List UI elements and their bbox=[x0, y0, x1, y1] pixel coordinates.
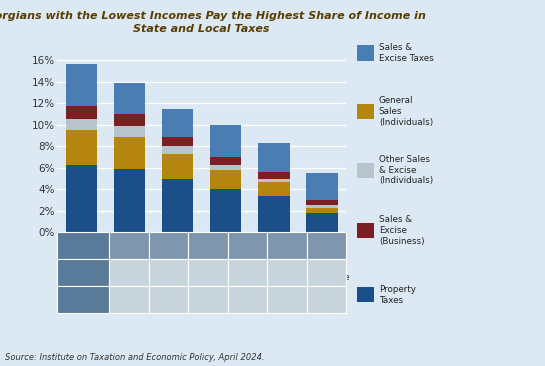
Bar bbox=[65, 165, 97, 232]
Bar bbox=[162, 179, 193, 232]
Text: Sales &
Excise
(Business): Sales & Excise (Business) bbox=[379, 215, 425, 246]
Text: $69,500 -
$130,000: $69,500 - $130,000 bbox=[227, 263, 268, 282]
Text: Below
$21,400: Below $21,400 bbox=[111, 263, 147, 282]
Bar bbox=[114, 114, 145, 126]
Bar bbox=[306, 213, 338, 232]
Text: Fourth
20%: Fourth 20% bbox=[231, 236, 263, 255]
Bar bbox=[65, 64, 97, 107]
Text: $53,200: $53,200 bbox=[190, 295, 226, 304]
Bar bbox=[162, 154, 193, 179]
Text: $12,900: $12,900 bbox=[111, 295, 147, 304]
Bar bbox=[258, 172, 289, 179]
Bar bbox=[306, 200, 338, 205]
Text: Income
Bracket: Income Bracket bbox=[64, 236, 102, 255]
Bar bbox=[114, 83, 145, 114]
Bar bbox=[114, 137, 145, 169]
Bar bbox=[65, 130, 97, 165]
Bar bbox=[258, 143, 289, 172]
Text: Average
Income: Average Income bbox=[62, 290, 104, 309]
Bar bbox=[258, 179, 289, 182]
Text: Second
20%: Second 20% bbox=[150, 236, 186, 255]
Bar bbox=[258, 182, 289, 196]
Text: Middle
20%: Middle 20% bbox=[191, 236, 224, 255]
Text: Other Sales
& Excise
(Individuals): Other Sales & Excise (Individuals) bbox=[379, 155, 433, 186]
Text: $169,000: $169,000 bbox=[267, 295, 307, 304]
Bar bbox=[210, 165, 241, 170]
Bar bbox=[306, 208, 338, 213]
Bar bbox=[210, 170, 241, 189]
Bar bbox=[65, 119, 97, 130]
Bar bbox=[114, 126, 145, 137]
Text: $30,300: $30,300 bbox=[150, 295, 186, 304]
Bar bbox=[258, 196, 289, 232]
Text: $263,200
and above: $263,200 and above bbox=[304, 263, 349, 282]
Text: General
Sales
(Individuals): General Sales (Individuals) bbox=[379, 96, 433, 127]
Text: $40,200 -
$69,500: $40,200 - $69,500 bbox=[187, 263, 228, 282]
Bar bbox=[162, 109, 193, 137]
Text: Next
15%: Next 15% bbox=[275, 236, 298, 255]
Text: $21,400 -
$40,200: $21,400 - $40,200 bbox=[148, 263, 189, 282]
Text: Lowest
20%: Lowest 20% bbox=[111, 236, 146, 255]
Bar bbox=[114, 169, 145, 232]
Text: Income
Range: Income Range bbox=[65, 263, 101, 283]
Text: Sales &
Excise Taxes: Sales & Excise Taxes bbox=[379, 43, 433, 63]
Bar bbox=[306, 173, 338, 200]
Text: $130,000 -
$263,200: $130,000 - $263,200 bbox=[263, 263, 310, 282]
Bar bbox=[162, 137, 193, 146]
Text: Georgians with the Lowest Incomes Pay the Highest Share of Income in
State and L: Georgians with the Lowest Incomes Pay th… bbox=[0, 11, 426, 34]
Text: Source: Institute on Taxation and Economic Policy, April 2024.: Source: Institute on Taxation and Econom… bbox=[5, 353, 265, 362]
Bar bbox=[210, 157, 241, 165]
Bar bbox=[306, 205, 338, 208]
Bar bbox=[162, 146, 193, 154]
Bar bbox=[65, 107, 97, 119]
Text: Property
Taxes: Property Taxes bbox=[379, 285, 416, 305]
Text: $97,500: $97,500 bbox=[229, 295, 265, 304]
Text: Top
5%: Top 5% bbox=[318, 236, 335, 255]
Bar bbox=[210, 125, 241, 157]
Bar bbox=[210, 189, 241, 232]
Text: $565,000: $565,000 bbox=[306, 295, 347, 304]
